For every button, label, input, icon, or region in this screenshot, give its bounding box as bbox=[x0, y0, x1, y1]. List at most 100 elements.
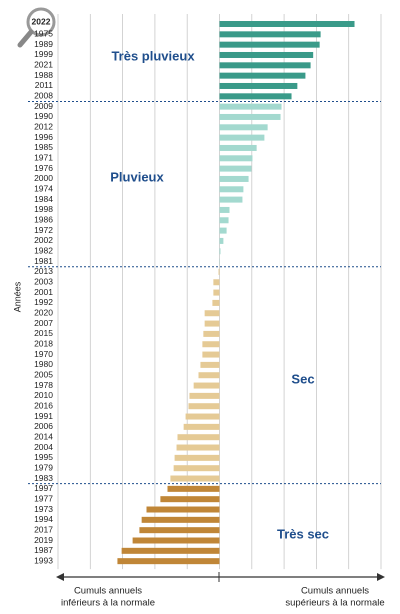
y-axis-label: Années bbox=[12, 281, 22, 312]
bar bbox=[183, 423, 220, 430]
bar bbox=[219, 41, 320, 48]
category-label: 1978 bbox=[34, 380, 53, 390]
bar bbox=[146, 506, 220, 513]
category-label: 2022 bbox=[32, 16, 51, 26]
category-label: 1992 bbox=[34, 297, 53, 307]
group-label: Sec bbox=[291, 371, 314, 386]
bar bbox=[219, 113, 281, 120]
magnifier-handle bbox=[17, 29, 34, 48]
category-label: 2005 bbox=[34, 369, 53, 379]
category-label: 2006 bbox=[34, 421, 53, 431]
category-label: 2019 bbox=[34, 535, 53, 545]
bar bbox=[203, 330, 220, 337]
category-label: 2002 bbox=[34, 235, 53, 245]
bar bbox=[219, 248, 221, 255]
bar bbox=[193, 382, 220, 389]
category-label: 1971 bbox=[34, 153, 53, 163]
bar bbox=[219, 217, 229, 224]
category-label: 2001 bbox=[34, 287, 53, 297]
bar bbox=[139, 527, 220, 534]
category-label: 1980 bbox=[34, 359, 53, 369]
bar bbox=[185, 413, 220, 420]
bar bbox=[219, 165, 252, 172]
category-label: 1986 bbox=[34, 215, 53, 225]
bar bbox=[219, 175, 249, 182]
category-label: 1972 bbox=[34, 225, 53, 235]
bar bbox=[189, 392, 220, 399]
bar bbox=[202, 351, 220, 358]
category-label: 1996 bbox=[34, 132, 53, 142]
bar bbox=[167, 485, 220, 492]
group-label: Pluvieux bbox=[110, 169, 164, 184]
arrow-left bbox=[56, 573, 64, 581]
bar bbox=[174, 454, 220, 461]
category-label: 1989 bbox=[34, 39, 53, 49]
bar bbox=[219, 227, 227, 234]
left-label: Cumuls annuels bbox=[74, 586, 142, 597]
magnifier-icon bbox=[17, 7, 56, 48]
category-label: 2000 bbox=[34, 173, 53, 183]
category-label: 1991 bbox=[34, 411, 53, 421]
category-label: 1985 bbox=[34, 142, 53, 152]
category-label: 1995 bbox=[34, 452, 53, 462]
right-label: Cumuls annuels bbox=[301, 586, 369, 597]
category-label: 2020 bbox=[34, 307, 53, 317]
bar bbox=[117, 558, 220, 565]
magnifier-lens bbox=[26, 7, 56, 37]
category-label: 1977 bbox=[34, 493, 53, 503]
bar bbox=[173, 465, 220, 472]
bar bbox=[219, 31, 321, 38]
bar bbox=[219, 51, 314, 58]
bar bbox=[219, 196, 243, 203]
category-label: 1974 bbox=[34, 184, 53, 194]
arrow-right bbox=[377, 573, 385, 581]
category-label: 2017 bbox=[34, 524, 53, 534]
category-label: 1979 bbox=[34, 462, 53, 472]
bar bbox=[213, 279, 220, 286]
bar bbox=[202, 341, 220, 348]
category-label: 2010 bbox=[34, 390, 53, 400]
category-label: 1975 bbox=[34, 29, 53, 39]
bar bbox=[132, 537, 220, 544]
category-label: 1982 bbox=[34, 246, 53, 256]
category-label: 2018 bbox=[34, 338, 53, 348]
category-label: 1997 bbox=[34, 483, 53, 493]
bar bbox=[219, 186, 244, 193]
category-label: 1976 bbox=[34, 163, 53, 173]
bar bbox=[188, 403, 220, 410]
category-label: 1994 bbox=[34, 514, 53, 524]
bar bbox=[219, 21, 355, 27]
bar bbox=[141, 516, 220, 523]
bar bbox=[219, 72, 306, 79]
category-label: 1970 bbox=[34, 349, 53, 359]
bar bbox=[121, 547, 220, 554]
bar bbox=[170, 475, 220, 482]
bar bbox=[212, 299, 220, 306]
category-label: 1999 bbox=[34, 49, 53, 59]
bar bbox=[200, 361, 220, 368]
bar bbox=[219, 206, 230, 213]
bar bbox=[219, 82, 298, 89]
category-label: 1983 bbox=[34, 473, 53, 483]
category-label: 2014 bbox=[34, 431, 53, 441]
category-label: 2015 bbox=[34, 328, 53, 338]
bar bbox=[204, 320, 220, 327]
bar bbox=[160, 496, 220, 503]
bar bbox=[219, 155, 253, 162]
category-label: 2004 bbox=[34, 442, 53, 452]
bar bbox=[177, 434, 220, 441]
bar bbox=[219, 134, 265, 141]
category-label: 2009 bbox=[34, 101, 53, 111]
bar bbox=[219, 62, 311, 69]
category-label: 1984 bbox=[34, 194, 53, 204]
bar bbox=[219, 237, 224, 244]
category-label: 2008 bbox=[34, 91, 53, 101]
group-label: Très pluvieux bbox=[111, 48, 195, 63]
category-label: 2011 bbox=[35, 80, 54, 90]
group-label: Très sec bbox=[277, 526, 329, 541]
category-label: 1988 bbox=[34, 70, 53, 80]
category-label: 1990 bbox=[34, 111, 53, 121]
category-label: 2021 bbox=[34, 60, 53, 70]
category-label: 2012 bbox=[34, 122, 53, 132]
bar bbox=[218, 268, 220, 275]
